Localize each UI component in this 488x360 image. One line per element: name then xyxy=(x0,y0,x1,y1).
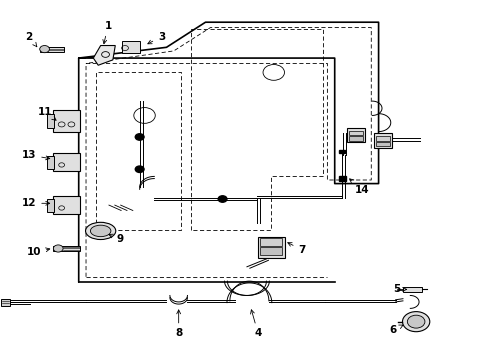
Text: 9: 9 xyxy=(109,234,123,244)
Bar xyxy=(348,136,363,140)
Circle shape xyxy=(40,45,49,53)
Text: 5: 5 xyxy=(392,284,406,294)
Bar xyxy=(47,114,54,128)
Circle shape xyxy=(218,196,226,202)
Bar xyxy=(0,299,10,306)
Circle shape xyxy=(407,315,424,328)
Circle shape xyxy=(135,134,144,140)
Bar xyxy=(338,176,346,181)
Text: 10: 10 xyxy=(26,247,50,257)
Bar xyxy=(258,237,285,258)
Text: 14: 14 xyxy=(349,179,369,195)
Ellipse shape xyxy=(85,222,116,239)
Text: 12: 12 xyxy=(21,198,50,208)
Text: 13: 13 xyxy=(21,150,50,160)
Text: 7: 7 xyxy=(287,243,305,255)
Bar xyxy=(40,46,64,51)
Ellipse shape xyxy=(90,225,111,237)
Bar xyxy=(53,246,80,251)
Bar xyxy=(47,199,54,212)
Text: 2: 2 xyxy=(25,32,37,47)
Circle shape xyxy=(402,312,429,332)
Bar xyxy=(53,110,80,132)
Bar xyxy=(260,247,282,255)
Bar xyxy=(375,136,389,140)
Bar xyxy=(338,149,344,153)
Bar xyxy=(260,238,282,246)
Bar xyxy=(375,141,389,146)
Bar xyxy=(348,131,363,135)
Bar xyxy=(346,128,365,142)
Text: 4: 4 xyxy=(250,310,261,338)
Polygon shape xyxy=(93,45,115,65)
Text: 11: 11 xyxy=(38,107,56,120)
Bar xyxy=(373,134,391,148)
Text: 3: 3 xyxy=(147,32,165,44)
Bar xyxy=(47,156,54,168)
Bar xyxy=(122,41,140,53)
Bar xyxy=(402,287,422,292)
Text: 6: 6 xyxy=(389,325,402,335)
Bar xyxy=(53,196,80,214)
Text: 8: 8 xyxy=(175,310,182,338)
Circle shape xyxy=(135,166,144,172)
Circle shape xyxy=(53,245,63,252)
Text: 1: 1 xyxy=(102,21,111,44)
Bar xyxy=(53,153,80,171)
